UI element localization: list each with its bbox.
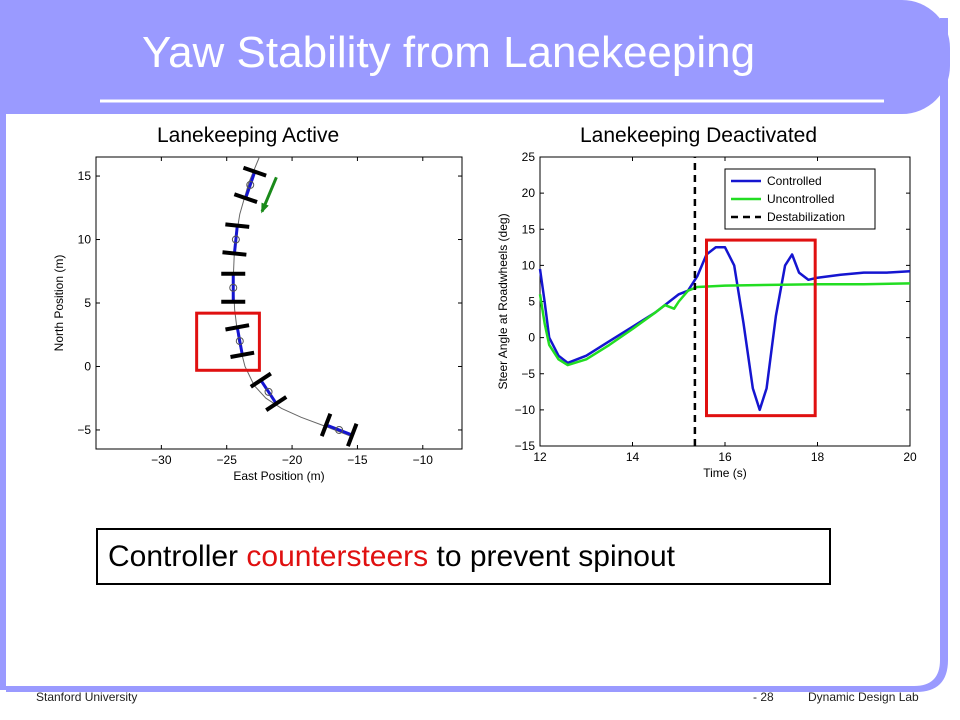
left-x-axis-label: East Position (m) <box>233 469 324 483</box>
left-y-axis-label: North Position (m) <box>52 255 66 352</box>
callout-text-1: Controller <box>108 540 239 573</box>
left-y-tick-label: 10 <box>78 233 92 247</box>
vehicle-body <box>325 423 353 437</box>
right-x-tick-label: 14 <box>626 450 640 464</box>
right-x-tick-label: 20 <box>903 450 917 464</box>
vehicle-body <box>232 225 239 254</box>
left-y-tick-label: 0 <box>84 359 91 373</box>
highlight-box-left <box>195 311 261 372</box>
left-y-tick-label: 5 <box>84 296 91 310</box>
vehicle-center <box>235 337 244 346</box>
left-y-tick-label: −5 <box>77 423 91 437</box>
series-uncontrolled <box>538 282 911 367</box>
right-y-tick-label: −5 <box>521 367 535 381</box>
left-x-tick-label: −15 <box>347 453 368 467</box>
left-plot-area <box>95 156 463 450</box>
vehicle-center <box>229 283 238 292</box>
callout-box: Controller countersteers to prevent spin… <box>96 528 831 585</box>
vehicle-axle <box>265 395 288 412</box>
vehicle-marker <box>249 371 288 412</box>
vehicle-axle <box>346 423 359 447</box>
series-controlled <box>538 246 911 412</box>
vehicle-marker <box>221 271 246 304</box>
lanekeeping-deactivated-chart: 12 14 16 18 20 −15 −10 −5 0 5 10 15 20 25 Time (s) Stee… <box>496 150 917 480</box>
vehicle-marker <box>233 165 267 204</box>
vehicle-axle <box>230 350 255 359</box>
right-y-tick-label: 5 <box>528 295 535 309</box>
title-bar-rounded <box>800 0 950 114</box>
vehicle-center <box>231 235 240 244</box>
left-y-tick-label: 15 <box>78 169 92 183</box>
footer-left: Stanford University <box>36 690 138 704</box>
vehicle-marker <box>225 323 255 359</box>
vehicle-axle <box>222 250 247 257</box>
left-x-tick-label: −10 <box>413 453 434 467</box>
footer-page-number: - 28 <box>753 690 774 704</box>
chart-right-title: Lanekeeping Deactivated <box>580 124 818 147</box>
right-y-tick-label: 10 <box>522 258 536 272</box>
legend-label-controlled: Controlled <box>767 174 822 188</box>
right-x-tick-label: 18 <box>811 450 825 464</box>
vehicle-marker <box>319 413 359 447</box>
frame-left-border <box>0 0 6 690</box>
right-x-axis-label: Time (s) <box>703 466 747 480</box>
right-y-tick-label: 20 <box>522 186 536 200</box>
right-x-tick-label: 12 <box>533 450 547 464</box>
footer-right: Dynamic Design Lab <box>808 690 919 704</box>
vehicle-body <box>244 171 257 199</box>
vehicle-axle <box>225 222 250 229</box>
vehicle-body <box>259 379 278 405</box>
right-y-tick-label: 25 <box>522 150 536 164</box>
highlight-box-right <box>705 238 817 418</box>
right-y-tick-label: −10 <box>515 403 536 417</box>
vehicle-axle <box>319 413 333 437</box>
vehicle-body <box>235 327 244 356</box>
chart-left-title: Lanekeeping Active <box>157 124 340 147</box>
right-x-tick-label: 16 <box>718 450 732 464</box>
lanekeeping-active-chart: −30 −25 −20 −15 −10 −5 0 5 10 15 East Position (m)… <box>52 156 463 483</box>
right-y-tick-label: 0 <box>528 331 535 345</box>
vehicle-center <box>264 387 273 396</box>
legend-label-destabilization: Destabilization <box>767 210 845 224</box>
left-x-tick-label: −30 <box>151 453 172 467</box>
vehicle-axle <box>249 371 272 389</box>
right-y-axis-label: Steer Angle at Roadwheels (deg) <box>496 213 510 389</box>
callout-highlight: countersteers <box>246 540 429 573</box>
vehicle-axle <box>242 165 267 178</box>
vehicle-marker <box>222 222 250 257</box>
callout-text-2: to prevent spinout <box>436 540 676 573</box>
direction-arrow-head <box>261 202 269 214</box>
right-y-tick-label: −15 <box>515 439 536 453</box>
slide-title: Yaw Stability from Lanekeeping <box>142 28 756 77</box>
vehicle-axle <box>225 323 250 332</box>
vehicle-center <box>335 425 344 434</box>
vehicle-center <box>246 180 255 189</box>
right-y-tick-label: 15 <box>522 222 536 236</box>
legend-label-uncontrolled: Uncontrolled <box>767 192 834 206</box>
vehicle-axle <box>233 192 258 204</box>
title-bar <box>0 0 895 114</box>
left-x-tick-label: −20 <box>282 453 303 467</box>
left-x-tick-label: −25 <box>217 453 238 467</box>
